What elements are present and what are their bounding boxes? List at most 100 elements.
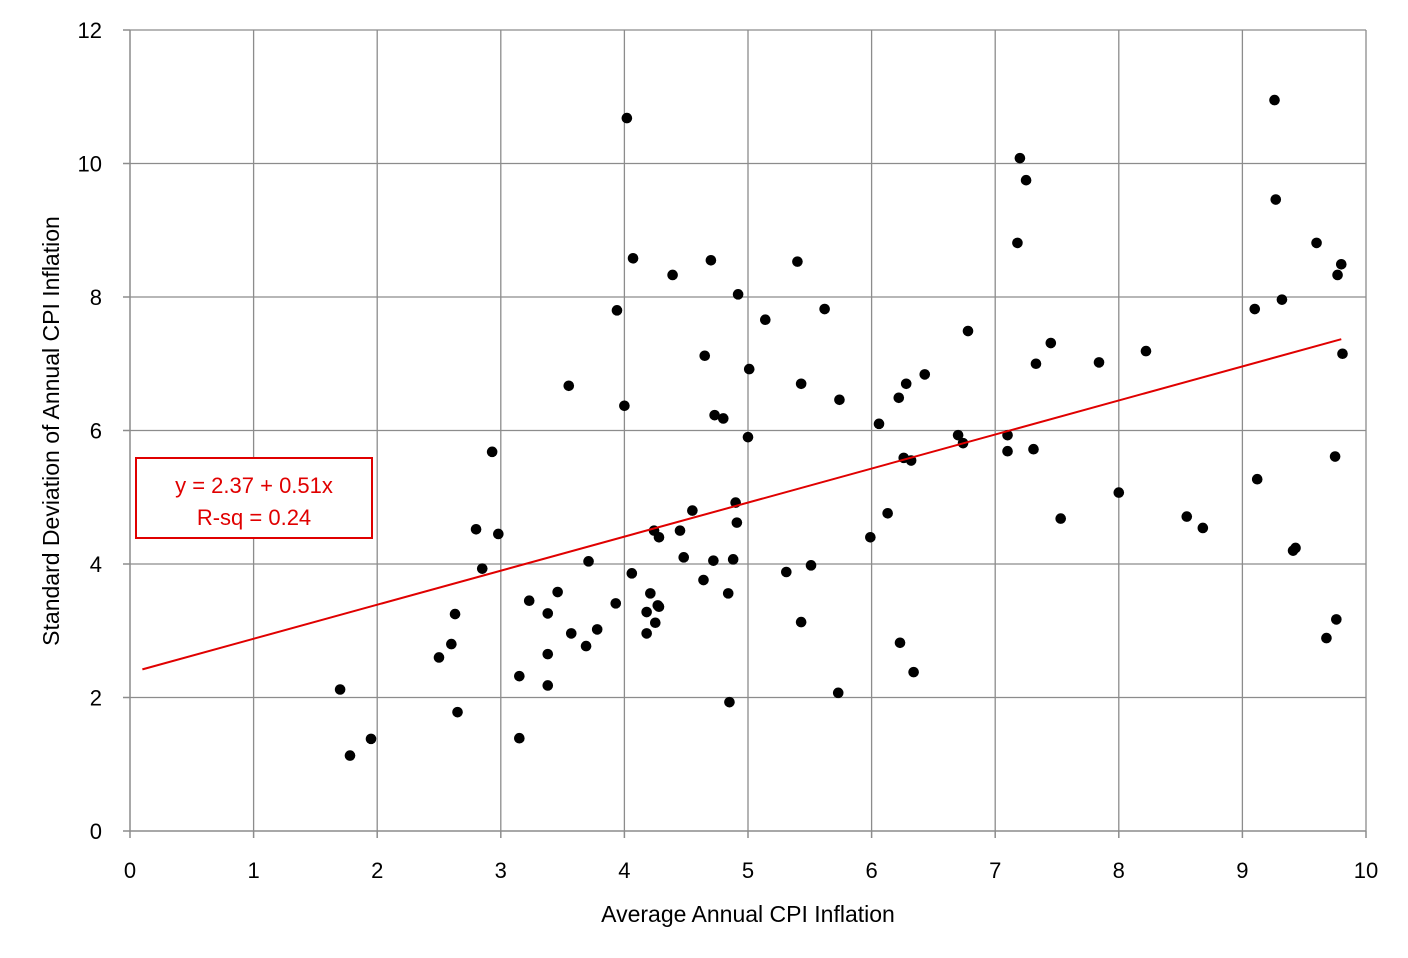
data-point bbox=[476, 563, 488, 574]
data-point bbox=[563, 380, 575, 392]
data-point bbox=[344, 750, 356, 761]
data-point bbox=[919, 369, 931, 380]
data-point bbox=[619, 400, 630, 412]
data-point bbox=[565, 628, 577, 639]
data-point bbox=[1321, 632, 1332, 644]
data-point bbox=[667, 269, 678, 281]
annotation-box bbox=[135, 457, 373, 539]
data-point bbox=[731, 517, 743, 528]
x-tick-label: 9 bbox=[1236, 858, 1248, 883]
data-point bbox=[742, 431, 754, 443]
data-point bbox=[722, 588, 734, 599]
x-tick-label: 8 bbox=[1113, 858, 1125, 883]
x-tick-label: 2 bbox=[371, 858, 383, 883]
data-point bbox=[446, 638, 457, 650]
data-point bbox=[365, 733, 377, 745]
data-point bbox=[1197, 522, 1209, 534]
y-tick-label: 10 bbox=[78, 152, 102, 177]
data-point bbox=[1251, 473, 1263, 485]
data-point bbox=[542, 680, 554, 691]
y-tick-label: 0 bbox=[90, 819, 102, 844]
data-point bbox=[792, 256, 803, 267]
data-point bbox=[724, 696, 735, 708]
data-point bbox=[708, 555, 719, 566]
data-point bbox=[653, 601, 665, 613]
data-point bbox=[486, 446, 498, 458]
data-point bbox=[1181, 511, 1193, 522]
data-point bbox=[819, 303, 830, 315]
data-point bbox=[626, 568, 638, 579]
data-point bbox=[611, 305, 623, 316]
y-tick-label: 12 bbox=[78, 18, 102, 43]
data-point bbox=[334, 684, 346, 695]
data-point bbox=[893, 392, 905, 404]
data-point bbox=[805, 560, 817, 571]
data-point bbox=[795, 616, 807, 628]
data-point bbox=[552, 586, 563, 598]
data-point bbox=[1028, 443, 1039, 455]
data-point bbox=[1337, 348, 1348, 360]
data-point bbox=[1113, 487, 1125, 498]
data-point bbox=[882, 507, 893, 519]
y-tick-label: 6 bbox=[90, 419, 102, 444]
annotation-rsq: R-sq = 0.24 bbox=[197, 505, 311, 530]
data-point bbox=[621, 112, 633, 124]
regression-annotation: y = 2.37 + 0.51x R-sq = 0.24 bbox=[135, 457, 373, 539]
data-point bbox=[727, 554, 739, 565]
x-tick-label: 5 bbox=[742, 858, 754, 883]
x-tick-label: 4 bbox=[618, 858, 630, 883]
data-point bbox=[591, 624, 603, 635]
data-point bbox=[452, 706, 463, 718]
data-point bbox=[1014, 152, 1026, 164]
data-point bbox=[653, 532, 665, 543]
data-point bbox=[493, 528, 504, 540]
trendline bbox=[142, 338, 1342, 671]
x-tick-label: 10 bbox=[1354, 858, 1378, 883]
data-point bbox=[698, 574, 709, 586]
data-point bbox=[705, 254, 717, 266]
data-point bbox=[580, 640, 592, 652]
x-tick-label: 7 bbox=[989, 858, 1001, 883]
data-point bbox=[583, 556, 594, 567]
data-point bbox=[650, 617, 661, 629]
x-axis-title: Average Annual CPI Inflation bbox=[601, 901, 895, 927]
data-point bbox=[610, 598, 622, 609]
data-point bbox=[865, 532, 876, 543]
data-point bbox=[795, 378, 807, 390]
data-point bbox=[1055, 513, 1067, 524]
data-point bbox=[900, 378, 912, 390]
data-point bbox=[1290, 542, 1301, 554]
data-points bbox=[334, 94, 1348, 761]
data-point bbox=[470, 523, 482, 535]
y-tick-label: 8 bbox=[90, 285, 102, 310]
data-point bbox=[1093, 357, 1105, 368]
data-point bbox=[1335, 258, 1347, 270]
data-point bbox=[1276, 294, 1288, 305]
data-point bbox=[523, 595, 535, 607]
data-point bbox=[1329, 451, 1341, 462]
data-point bbox=[1045, 337, 1057, 349]
data-point bbox=[717, 413, 729, 424]
data-point bbox=[1140, 345, 1152, 357]
data-point bbox=[1249, 303, 1261, 315]
x-tick-label: 6 bbox=[865, 858, 877, 883]
x-tick-label: 1 bbox=[247, 858, 259, 883]
data-point bbox=[1269, 94, 1280, 106]
data-point bbox=[514, 732, 525, 744]
data-point bbox=[1012, 237, 1023, 249]
data-point bbox=[449, 608, 461, 620]
data-point bbox=[542, 648, 554, 660]
data-point bbox=[962, 325, 974, 337]
data-point bbox=[687, 505, 698, 516]
x-tick-label: 0 bbox=[124, 858, 136, 883]
data-point bbox=[433, 652, 445, 663]
data-point bbox=[1331, 614, 1342, 625]
data-point bbox=[743, 363, 755, 375]
gridlines bbox=[130, 29, 1367, 831]
data-point bbox=[542, 608, 554, 619]
data-point bbox=[1020, 174, 1032, 186]
data-point bbox=[1002, 445, 1013, 457]
y-tick-label: 4 bbox=[90, 552, 102, 577]
axes bbox=[123, 29, 1367, 838]
data-point bbox=[732, 289, 744, 300]
